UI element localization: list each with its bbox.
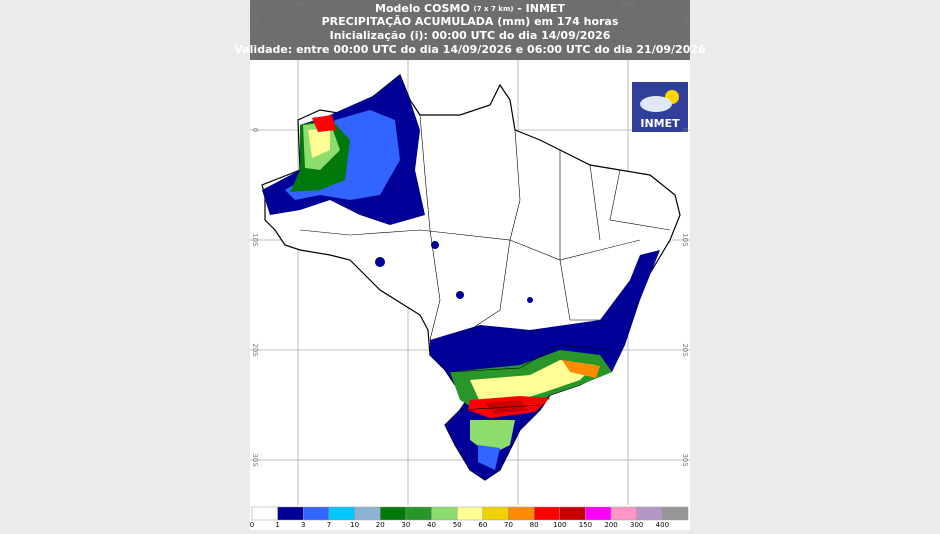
- grid-label-right: 10S: [681, 233, 689, 247]
- legend-swatch: [251, 506, 278, 521]
- model: Modelo COSMO: [375, 2, 470, 15]
- legend-swatch: [559, 506, 586, 521]
- legend-label: 1: [275, 521, 279, 529]
- grid-label-left: 10N: [251, 13, 259, 27]
- legend-label: 20: [376, 521, 385, 529]
- grid-label-right: 0: [681, 128, 689, 132]
- validity: Validade: entre 00:00 UTC do dia 14/09/2…: [234, 43, 706, 56]
- legend-swatch: [456, 506, 484, 521]
- legend-label: 3: [301, 521, 305, 529]
- grid-label-top: 40W: [620, 0, 636, 8]
- legend-swatch: [508, 506, 535, 521]
- grid-label-left: 30S: [251, 453, 259, 467]
- legend-swatch: [482, 506, 509, 521]
- state-borders: [299, 114, 671, 411]
- legend-swatch: [533, 506, 561, 521]
- grid-label-left: 20S: [251, 343, 259, 357]
- legend-label: 40: [427, 521, 436, 529]
- legend-label: 150: [579, 521, 592, 529]
- legend-label: 30: [401, 521, 410, 529]
- legend-label: 50: [453, 521, 462, 529]
- header-band: [250, 0, 690, 60]
- legend-swatch: [610, 506, 637, 521]
- legend-swatch: [303, 506, 330, 521]
- legend-swatch: [277, 506, 304, 521]
- legend-label: 400: [656, 521, 669, 529]
- grid-label-right: 20S: [681, 343, 689, 357]
- grid-label-left: 10S: [251, 233, 259, 247]
- legend-swatch: [636, 506, 663, 521]
- legend-label: 10: [350, 521, 359, 529]
- legend-label: 80: [530, 521, 539, 529]
- legend-label: 0: [250, 521, 254, 529]
- legend-swatch: [662, 506, 689, 521]
- legend-swatch: [354, 506, 381, 521]
- legend-swatch: [379, 506, 407, 521]
- legend-label: 100: [553, 521, 566, 529]
- legend-swatch: [585, 506, 612, 521]
- grid-label-right: 30S: [681, 453, 689, 467]
- grid-label-top: 70W: [290, 0, 306, 8]
- grid-label-left: 0: [251, 128, 259, 132]
- legend-swatch: [431, 506, 458, 521]
- logo-cloud: [640, 96, 672, 112]
- header-line-1: Modelo COSMO (7 x 7 km) - INMET: [375, 2, 565, 15]
- title: PRECIPITAÇÃO ACUMULADA (mm) em 174 horas: [322, 15, 619, 28]
- precipitation: [262, 75, 660, 480]
- source: - INMET: [517, 2, 565, 15]
- legend-swatch: [328, 506, 355, 521]
- logo-text: INMET: [640, 117, 680, 130]
- legend-label: 60: [478, 521, 487, 529]
- grid-label-right: 10N: [681, 13, 689, 27]
- legend-label: 70: [504, 521, 513, 529]
- grid-label-top: 50W: [510, 0, 526, 8]
- legend-swatch: [405, 506, 432, 521]
- legend-label: 7: [327, 521, 331, 529]
- legend-label: 200: [604, 521, 617, 529]
- resolution: (7 x 7 km): [474, 5, 514, 13]
- legend-label: 300: [630, 521, 643, 529]
- init-date: Inicialização (i): 00:00 UTC do dia 14/0…: [330, 29, 611, 42]
